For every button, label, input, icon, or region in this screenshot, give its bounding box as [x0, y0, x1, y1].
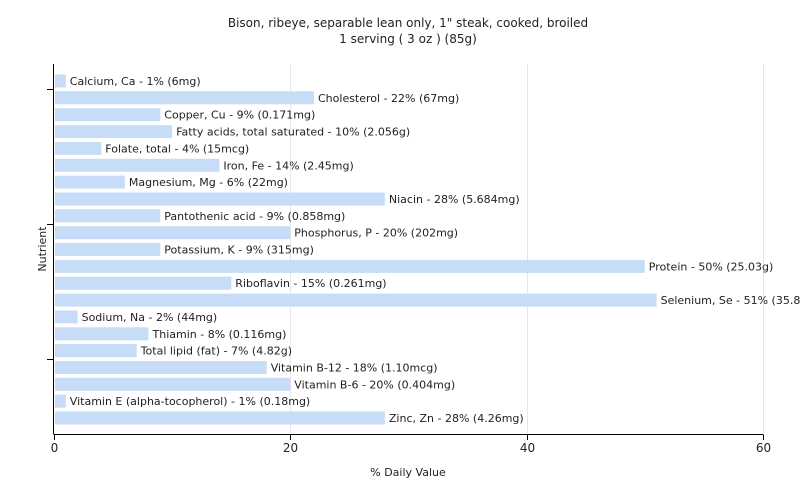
bar — [55, 91, 314, 105]
bar-label: Cholesterol - 22% (67mg) — [318, 92, 459, 105]
chart-subtitle: 1 serving ( 3 oz ) (85g) — [339, 32, 477, 46]
bar — [55, 276, 232, 290]
bar — [55, 108, 161, 122]
chart-title-block: Bison, ribeye, separable lean only, 1" s… — [0, 15, 800, 47]
bar-label: Vitamin B-12 - 18% (1.10mcg) — [271, 362, 438, 375]
bar — [55, 74, 66, 88]
bar — [55, 310, 78, 324]
bar — [55, 226, 291, 240]
bar — [55, 158, 220, 172]
bar-label: Potassium, K - 9% (315mg) — [164, 244, 314, 257]
x-tick-label: 60 — [756, 441, 771, 455]
bar-label: Folate, total - 4% (15mcg) — [105, 142, 249, 155]
bar — [55, 259, 645, 273]
bar-label: Calcium, Ca - 1% (6mg) — [70, 75, 201, 88]
bar — [55, 209, 161, 223]
bar — [55, 394, 66, 408]
bar-label: Protein - 50% (25.03g) — [649, 260, 774, 273]
bar-label: Vitamin B-6 - 20% (0.404mg) — [294, 378, 455, 391]
axes: 0 20 40 60 — [47, 64, 771, 455]
bar-label: Zinc, Zn - 28% (4.26mg) — [389, 412, 524, 425]
bar — [55, 327, 149, 341]
bars — [55, 74, 657, 425]
bar-label: Riboflavin - 15% (0.261mg) — [235, 277, 386, 290]
x-tick-label: 0 — [51, 441, 59, 455]
bar-label: Total lipid (fat) - 7% (4.82g) — [140, 345, 292, 358]
x-tick-label: 40 — [520, 441, 535, 455]
x-tick-label: 20 — [283, 441, 298, 455]
bar — [55, 125, 173, 139]
bar-label: Pantothenic acid - 9% (0.858mg) — [164, 210, 345, 223]
bar — [55, 175, 125, 189]
bar — [55, 293, 657, 307]
bar — [55, 377, 291, 391]
bar-label: Magnesium, Mg - 6% (22mg) — [129, 176, 288, 189]
bar-label: Thiamin - 8% (0.116mg) — [152, 328, 287, 341]
bar — [55, 344, 137, 358]
bar-labels: Calcium, Ca - 1% (6mg) Cholesterol - 22% … — [70, 75, 800, 425]
bar — [55, 411, 385, 425]
bar-label: Selenium, Se - 51% (35.8mcg) — [661, 294, 800, 307]
x-axis-title: % Daily Value — [370, 466, 446, 479]
grid — [290, 64, 764, 434]
bar — [55, 361, 267, 374]
bar-label: Fatty acids, total saturated - 10% (2.05… — [176, 126, 410, 139]
y-axis-title: Nutrient — [36, 226, 49, 272]
bar-label: Phosphorus, P - 20% (202mg) — [294, 227, 458, 240]
bar — [55, 243, 161, 256]
bar-label: Iron, Fe - 14% (2.45mg) — [223, 159, 353, 172]
bar — [55, 141, 102, 155]
bar-label: Vitamin E (alpha-tocopherol) - 1% (0.18m… — [70, 395, 310, 408]
bar-label: Sodium, Na - 2% (44mg) — [82, 311, 218, 324]
bar-label: Niacin - 28% (5.684mg) — [389, 193, 520, 206]
bar — [55, 192, 385, 206]
bar-label: Copper, Cu - 9% (0.171mg) — [164, 109, 315, 122]
chart-title: Bison, ribeye, separable lean only, 1" s… — [227, 16, 589, 30]
